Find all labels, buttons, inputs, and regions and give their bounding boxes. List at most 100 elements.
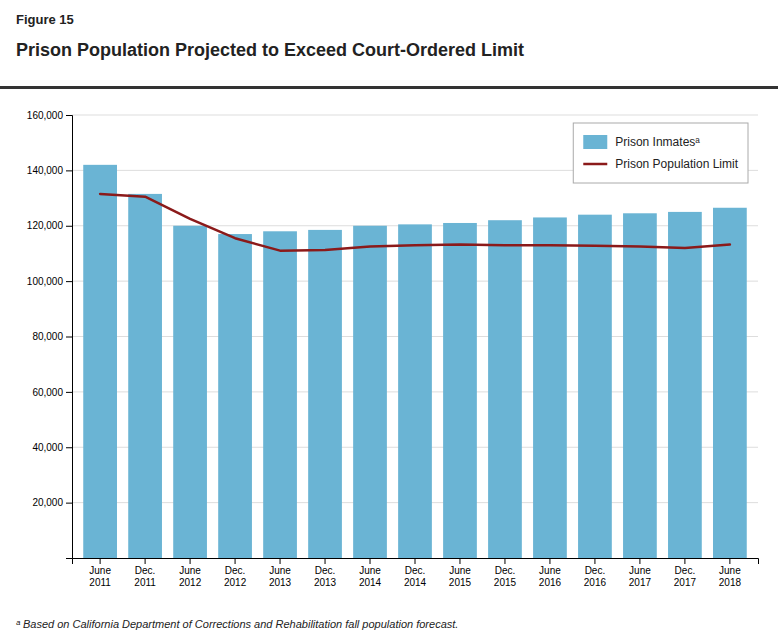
x-tick-mark	[549, 558, 550, 564]
footnote: ᵃ Based on California Department of Corr…	[16, 618, 458, 630]
y-tick: 140,000	[27, 165, 72, 176]
y-tick-mark	[66, 281, 72, 282]
bar	[263, 231, 297, 558]
y-tick-label: 40,000	[32, 442, 63, 453]
x-tick: Dec.2011	[134, 558, 156, 588]
x-tick-label: June2015	[449, 565, 472, 588]
y-tick: 80,000	[32, 331, 72, 342]
y-axis: 20,000 40,000 60,000 80,000 100,000 120,000 14…	[27, 110, 73, 559]
bar-series	[83, 165, 747, 558]
legend-swatch	[583, 163, 607, 166]
x-tick: Dec.2016	[584, 558, 607, 588]
legend-swatch	[583, 135, 607, 149]
x-tick-label: June2018	[719, 565, 742, 588]
x-tick: June2011	[89, 558, 111, 588]
x-tick-label: June2012	[179, 565, 202, 588]
x-tick-mark	[684, 558, 685, 564]
plot: 20,000 40,000 60,000 80,000 100,000 120,000 14…	[27, 110, 759, 588]
y-axis-line	[66, 116, 73, 559]
y-tick: 60,000	[32, 387, 72, 398]
x-tick-mark	[145, 558, 146, 564]
bar	[623, 213, 657, 558]
bar	[578, 215, 612, 558]
x-tick: Dec.2012	[224, 558, 247, 588]
bar	[218, 234, 252, 558]
y-tick: 20,000	[32, 497, 72, 508]
title: Prison Population Projected to Exceed Co…	[16, 40, 524, 60]
x-tick-label: Dec.2011	[134, 565, 156, 588]
y-tick-label: 80,000	[32, 331, 63, 342]
x-tick-mark	[370, 558, 371, 564]
y-tick-label: 120,000	[27, 220, 64, 231]
marks	[83, 165, 747, 558]
x-axis-line	[73, 559, 759, 565]
x-tick: June2018	[719, 558, 742, 588]
x-tick-label: June2013	[269, 565, 292, 588]
legend-label: Prison Inmatesᵃ	[615, 135, 700, 149]
bar	[128, 194, 162, 558]
x-tick-label: June2016	[539, 565, 562, 588]
grid-line	[72, 115, 758, 116]
x-tick-label: Dec.2016	[584, 565, 607, 588]
y-tick-label: 160,000	[27, 110, 64, 121]
legend-box	[573, 123, 748, 183]
y-tick: 120,000	[27, 220, 72, 231]
separator	[0, 86, 778, 89]
x-tick-mark	[190, 558, 191, 564]
x-tick-label: June2014	[359, 565, 382, 588]
y-tick: 160,000	[27, 110, 72, 121]
bar	[668, 212, 702, 558]
x-tick-mark	[639, 558, 640, 564]
x-tick: June2015	[449, 558, 472, 588]
x-tick-mark	[280, 558, 281, 564]
y-tick-mark	[66, 115, 72, 116]
legend-label: Prison Population Limit	[615, 157, 738, 171]
x-tick: June2013	[269, 558, 292, 588]
x-tick-mark	[235, 558, 236, 564]
y-tick-mark	[66, 447, 72, 448]
y-tick-label: 100,000	[27, 276, 64, 287]
x-tick-label: Dec.2013	[314, 565, 337, 588]
x-tick-label: Dec.2015	[494, 565, 517, 588]
x-tick-mark	[594, 558, 595, 564]
y-tick: 40,000	[32, 442, 72, 453]
x-tick-label: Dec.2014	[404, 565, 427, 588]
x-tick: Dec.2015	[494, 558, 517, 588]
bar	[443, 223, 477, 558]
x-tick: Dec.2017	[674, 558, 697, 588]
x-tick-label: June2011	[89, 565, 111, 588]
x-tick: June2016	[539, 558, 562, 588]
bar	[398, 224, 432, 558]
y-tick-mark	[66, 503, 72, 504]
y-tick-label: 60,000	[32, 387, 63, 398]
bar	[353, 226, 387, 558]
bar	[173, 226, 207, 558]
y-tick-mark	[66, 337, 72, 338]
chart: Figure 15ᵃ Based on California Departmen…	[0, 0, 778, 638]
x-tick-mark	[729, 558, 730, 564]
bar	[488, 220, 522, 558]
x-tick-label: Dec.2017	[674, 565, 697, 588]
x-tick-mark	[504, 558, 505, 564]
y-tick-mark	[66, 170, 72, 171]
y-tick-mark	[66, 392, 72, 393]
bar	[533, 217, 567, 558]
legend-item: Prison Inmatesᵃ	[583, 135, 700, 149]
x-tick-mark	[325, 558, 326, 564]
y-tick-label: 20,000	[32, 497, 63, 508]
bar	[308, 230, 342, 558]
x-axis: June2011 Dec.2011 June2012 Dec.2012 June2013…	[73, 558, 759, 588]
bar	[713, 208, 747, 558]
x-tick-mark	[459, 558, 460, 564]
x-tick-mark	[415, 558, 416, 564]
bar	[83, 165, 117, 558]
y-tick-label: 140,000	[27, 165, 64, 176]
y-tick: 100,000	[27, 276, 72, 287]
x-tick-label: Dec.2012	[224, 565, 247, 588]
x-tick: Dec.2013	[314, 558, 337, 588]
y-tick-mark	[66, 226, 72, 227]
x-tick-mark	[100, 558, 101, 564]
x-tick: June2017	[629, 558, 652, 588]
x-tick-label: June2017	[629, 565, 652, 588]
x-tick: June2014	[359, 558, 382, 588]
